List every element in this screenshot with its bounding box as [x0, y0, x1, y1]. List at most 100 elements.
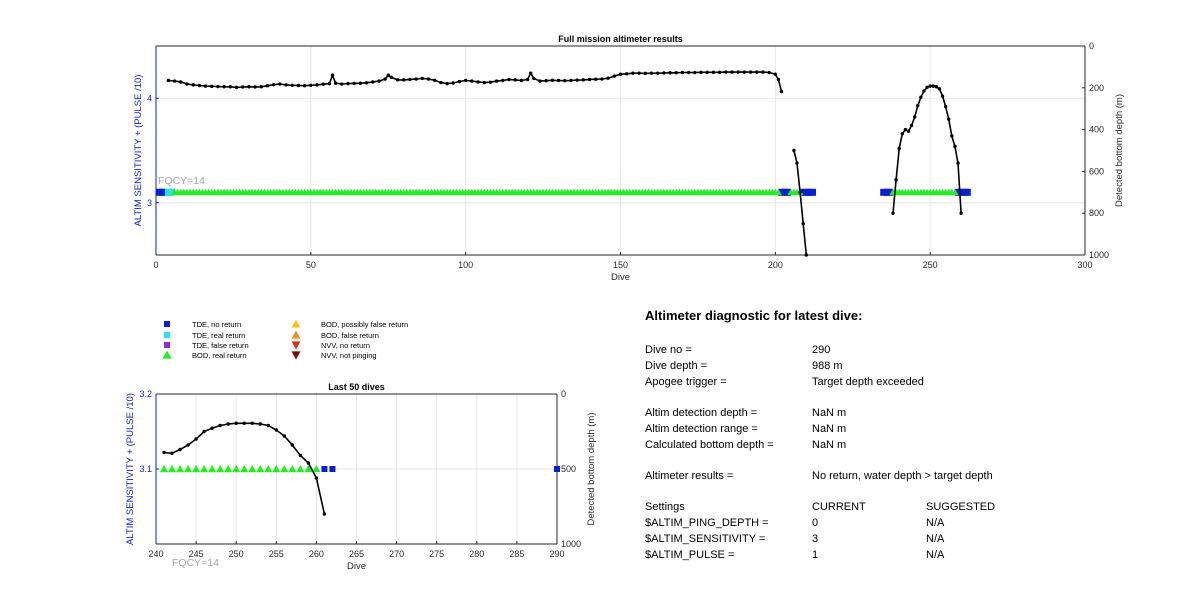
bod-real-return-marker [176, 465, 185, 473]
bod-real-return-marker [272, 465, 281, 473]
y-tick-label: 3.1 [139, 464, 152, 474]
bottom-depth-point [226, 422, 230, 426]
bottom-depth-point [463, 78, 468, 83]
bottom-depth-point [575, 78, 579, 82]
bottom-depth-point [637, 71, 641, 75]
bottom-depth-point [680, 70, 685, 75]
bottom-depth-point [655, 71, 660, 75]
bod-real-return-marker [312, 465, 321, 473]
y2-tick-label: 400 [1089, 125, 1104, 135]
bottom-depth-point [333, 81, 338, 85]
dive-no-row: Dive no = 290 [645, 342, 1185, 358]
bottom-depth-point [202, 429, 206, 434]
legend-marker [164, 332, 170, 338]
x-tick-label: 250 [923, 260, 938, 270]
bottom-depth-point [420, 76, 425, 81]
bottom-depth-point [600, 77, 604, 81]
bottom-depth-point [203, 84, 208, 88]
bottom-depth-point [222, 85, 226, 89]
legend-marker [291, 351, 301, 360]
bottom-depth-point [748, 70, 753, 74]
bottom-depth-point [271, 82, 276, 87]
legend-marker [162, 350, 172, 359]
bod-real-return-marker [248, 465, 257, 473]
bottom-depth-point [801, 221, 805, 226]
sensitivity-label: $ALTIM_SENSITIVITY = [645, 533, 766, 545]
x-tick-label: 245 [189, 549, 204, 559]
y-tick-label: 3 [147, 198, 152, 208]
bottom-depth-point [433, 78, 437, 82]
tde-real-return-marker [167, 188, 175, 196]
y2-tick-label: 0 [1089, 41, 1094, 51]
bottom-depth-point [242, 421, 246, 425]
bottom-depth-point [792, 148, 796, 153]
bottom-depth-point [408, 77, 412, 82]
y2-axis-label: Detected bottom depth (m) [586, 413, 597, 526]
bottom-depth-point [928, 84, 932, 88]
x-axis-label: Dive [347, 561, 366, 572]
apogee-trigger-label: Apogee trigger = [645, 376, 727, 388]
bottom-depth-point [717, 70, 722, 75]
bottom-depth-point [170, 451, 174, 455]
bottom-depth-point [247, 85, 251, 89]
bottom-depth-point [234, 85, 239, 90]
legend-label: TDE, no return [192, 320, 241, 329]
fqcy-annotation: FQCY=14 [172, 557, 219, 569]
bottom-depth-point [389, 75, 394, 80]
y-axis-label: ALTIM SENSITIVITY + (PULSE /10) [125, 393, 136, 545]
bottom-depth-line [168, 71, 783, 92]
bottom-depth-point [959, 211, 963, 215]
bottom-depth-point [258, 422, 262, 426]
bottom-depth-point [191, 83, 195, 87]
bottom-depth-point [358, 81, 363, 85]
bottom-depth-point [302, 84, 307, 88]
bottom-depth-point [296, 83, 301, 88]
apogee-trigger-row: Apogee trigger = Target depth exceeded [645, 374, 1185, 390]
legend-marker [291, 341, 301, 350]
ping-depth-suggested: N/A [926, 517, 945, 529]
x-tick-label: 50 [306, 260, 316, 270]
bottom-depth-point [649, 71, 654, 75]
pulse-row: $ALTIM_PULSE = 1 N/A [645, 547, 1185, 563]
settings-header-row: Settings CURRENT SUGGESTED [645, 499, 1185, 515]
bottom-depth-point [705, 70, 709, 75]
pulse-current: 1 [812, 549, 819, 561]
legend-marker [291, 330, 301, 339]
bottom-depth-point [937, 87, 942, 91]
x-tick-label: 240 [148, 549, 163, 559]
ping-depth-current: 0 [812, 517, 819, 529]
diagnostic-title: Altimeter diagnostic for latest dive: [645, 308, 863, 323]
bod-real-return-marker [774, 188, 782, 196]
chart-title: Last 50 dives [328, 382, 385, 392]
x-tick-label: 265 [349, 549, 364, 559]
x-tick-label: 200 [768, 260, 783, 270]
bottom-depth-point [178, 447, 182, 452]
legend-label: TDE, false return [192, 341, 249, 350]
x-tick-label: 280 [469, 549, 484, 559]
bottom-depth-point [194, 437, 198, 441]
bottom-depth-point [742, 70, 747, 74]
bottom-depth-point [166, 78, 171, 83]
y-tick-label: 4 [147, 93, 152, 103]
bottom-depth-point [210, 426, 214, 430]
calculated-depth-label: Calculated bottom depth = [645, 439, 774, 451]
bottom-depth-point [414, 77, 418, 81]
bottom-depth-point [315, 83, 319, 87]
altimeter-diagnostic-panel: Altimeter diagnostic for latest dive: Di… [645, 308, 1185, 563]
bottom-depth-point [943, 104, 948, 109]
x-tick-label: 100 [458, 260, 473, 270]
bottom-depth-point [532, 76, 536, 81]
bottom-depth-point [228, 85, 233, 89]
tde-no-return-marker [808, 188, 816, 196]
bottom-depth-point [931, 84, 935, 88]
bottom-depth-point [451, 81, 455, 85]
bod-real-return-marker [232, 465, 241, 473]
tde-no-return-marker [963, 188, 971, 196]
tde-no-return-marker [329, 466, 336, 472]
bottom-depth-point [383, 77, 387, 81]
bottom-depth-point [234, 421, 238, 425]
suggested-header: SUGGESTED [926, 501, 996, 513]
x-tick-label: 285 [509, 549, 524, 559]
bottom-depth-point [519, 78, 524, 83]
bottom-depth-point [265, 84, 270, 88]
